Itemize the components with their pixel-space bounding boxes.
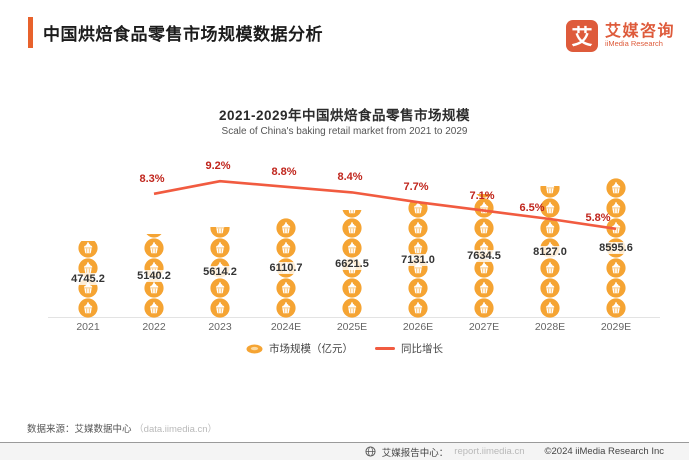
bar-value-label: 7634.5 (465, 249, 503, 262)
line-swatch-icon (375, 347, 395, 350)
source-label: 数据来源：艾媒数据中心 (27, 424, 132, 435)
cupcake-icon (144, 298, 164, 318)
page-title: 中国烘焙食品零售市场规模数据分析 (43, 24, 323, 44)
axis-label-2029E: 2029E (600, 321, 632, 333)
growth-label: 6.5% (519, 202, 545, 214)
footer-copyright: ©2024 iiMedia Research Inc (544, 446, 664, 457)
bar-value-label: 8127.0 (531, 245, 569, 258)
cupcake-icon (78, 258, 98, 278)
cupcake-icon (606, 258, 626, 278)
growth-label: 8.8% (271, 165, 297, 178)
axis-label-2026E: 2026E (402, 321, 434, 333)
bar-value-label: 4745.2 (69, 273, 107, 286)
bar-value-label: 5140.2 (135, 270, 173, 283)
legend-item-growth: 同比增长 (375, 341, 443, 356)
logo-name-en: iiMedia Research (604, 39, 663, 49)
growth-label: 7.7% (403, 181, 429, 194)
cupcake-icon (342, 210, 362, 218)
legend-market-size-label: 市场规模（亿元） (269, 343, 353, 355)
cupcake-icon (540, 218, 560, 238)
source-note: 数据来源：艾媒数据中心 （data.iimedia.cn） (27, 421, 217, 435)
growth-label: 7.1% (469, 189, 495, 202)
cupcake-icon (342, 218, 362, 238)
axis-label-2024E: 2024E (270, 321, 302, 333)
growth-label: 9.2% (205, 160, 231, 173)
cupcake-icon (540, 258, 560, 278)
axis-label-2025E: 2025E (336, 321, 368, 333)
cupcake-icon (408, 201, 428, 218)
bar-value-label: 7131.0 (399, 253, 437, 266)
legend-item-market-size: 市场规模（亿元） (246, 341, 353, 356)
cupcake-icon (408, 278, 428, 298)
cupcake-icon (408, 238, 428, 258)
bar-value-label: 8595.6 (597, 242, 635, 254)
chart-title: 2021-2029年中国烘焙食品零售市场规模 (218, 108, 471, 123)
cupcake-icon (276, 278, 296, 298)
cupcake-icon (78, 298, 98, 318)
growth-label: 8.4% (337, 171, 363, 184)
growth-label: 5.8% (585, 211, 611, 224)
axis-label-2023: 2023 (208, 321, 232, 333)
footer-report-url[interactable]: report.iimedia.cn (454, 446, 525, 457)
x-axis-line (48, 317, 660, 318)
bar-value-label: 6621.5 (333, 258, 371, 271)
chart-legend: 市场规模（亿元） 同比增长 (0, 341, 689, 356)
cupcake-icon (276, 238, 296, 258)
title-accent-bar (28, 16, 33, 48)
cupcake-icon (474, 218, 494, 238)
bar-value-label: 6110.7 (267, 262, 305, 275)
cupcake-icon (540, 278, 560, 298)
cupcake-icon (606, 278, 626, 298)
cupcake-icon (540, 298, 560, 318)
cupcake-icon (342, 238, 362, 258)
cupcake-icon (276, 298, 296, 318)
cupcake-icon (474, 278, 494, 298)
bar-value-label: 5614.2 (201, 266, 239, 279)
cupcake-icon (144, 278, 164, 298)
cupcake-icon (474, 298, 494, 318)
footer-report-label: 艾媒报告中心： (381, 447, 449, 459)
chart-subtitle: Scale of China's baking retail market fr… (221, 126, 468, 137)
cupcake-icon (210, 278, 230, 298)
axis-label-2027E: 2027E (468, 321, 500, 333)
axis-label-2021: 2021 (76, 321, 100, 333)
cupcake-icon (606, 178, 626, 198)
cupcake-icon (408, 298, 428, 318)
iimedia-logo: 艾 艾媒咨询 iiMedia Research (565, 20, 675, 52)
cupcake-icon (78, 240, 98, 258)
donut-swatch-icon (246, 344, 263, 353)
page-footer: 艾媒报告中心： report.iimedia.cn ©2024 iiMedia … (0, 442, 689, 460)
growth-label: 8.3% (139, 172, 165, 185)
cupcake-icon (276, 218, 296, 238)
logo-name-cn: 艾媒咨询 (604, 22, 675, 40)
cupcake-icon (540, 185, 560, 198)
globe-icon (365, 446, 376, 457)
cupcake-icon (210, 238, 230, 258)
cupcake-icon (342, 298, 362, 318)
axis-label-2022: 2022 (142, 321, 166, 333)
cupcake-icon (408, 218, 428, 238)
cupcake-icon (144, 234, 164, 238)
cupcake-icon (144, 238, 164, 258)
cupcake-icon (210, 298, 230, 318)
legend-growth-label: 同比增长 (401, 343, 443, 355)
cupcake-icon (474, 258, 494, 278)
page-header: 中国烘焙食品零售市场规模数据分析 (28, 14, 323, 50)
cupcake-icon (210, 226, 230, 238)
bar-2021[interactable] (78, 240, 98, 318)
iimedia-logo-icon: 艾 (565, 20, 598, 52)
cupcake-icon (342, 278, 362, 298)
axis-label-2028E: 2028E (534, 321, 566, 333)
cupcake-icon (606, 298, 626, 318)
source-url[interactable]: （data.iimedia.cn） (134, 424, 218, 435)
